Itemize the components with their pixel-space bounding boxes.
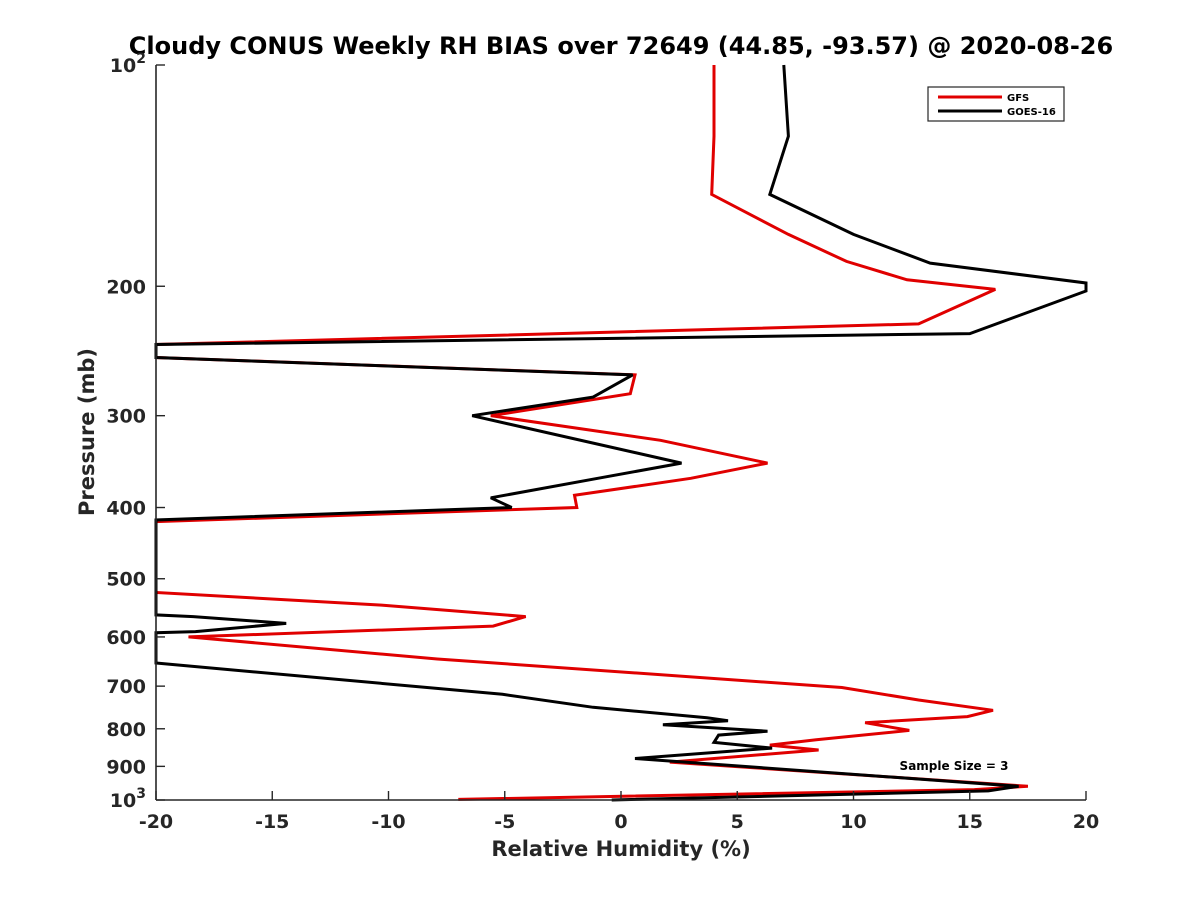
legend: GFS GOES-16 [927,86,1065,122]
y-axis-ticks: 102 200 300 400 500 600 700 800 900 103 [106,51,165,812]
y-tick-label: 103 [110,786,146,812]
x-axis-ticks: -20 -15 -10 -5 0 5 10 15 20 [139,791,1099,833]
y-axis-label: Pressure (mb) [75,348,99,516]
plot-area [156,65,1086,800]
x-tick-label: 0 [614,811,627,833]
y-tick-label: 700 [106,676,146,698]
x-axis-label: Relative Humidity (%) [491,837,750,861]
x-tick-label: 10 [840,811,866,833]
y-tick-label: 102 [110,51,146,77]
x-tick-label: -10 [371,811,405,833]
y-tick-label: 900 [106,756,146,778]
y-tick-label: 800 [106,719,146,741]
y-tick-label: 400 [106,498,146,520]
x-tick-label: -15 [255,811,289,833]
chart-title: Cloudy CONUS Weekly RH BIAS over 72649 (… [129,32,1113,60]
legend-box [927,86,1065,122]
x-tick-label: -5 [494,811,515,833]
x-tick-label: 20 [1073,811,1099,833]
sample-size-annotation: Sample Size = 3 [900,759,1009,773]
legend-label-gfs: GFS [1007,93,1029,104]
x-tick-label: -20 [139,811,173,833]
y-tick-label: 500 [106,569,146,591]
y-tick-label: 300 [106,406,146,428]
y-tick-label: 200 [106,276,146,298]
y-tick-label: 600 [106,627,146,649]
legend-label-goes-16: GOES-16 [1007,107,1056,118]
x-tick-label: 5 [731,811,744,833]
x-tick-label: 15 [957,811,983,833]
